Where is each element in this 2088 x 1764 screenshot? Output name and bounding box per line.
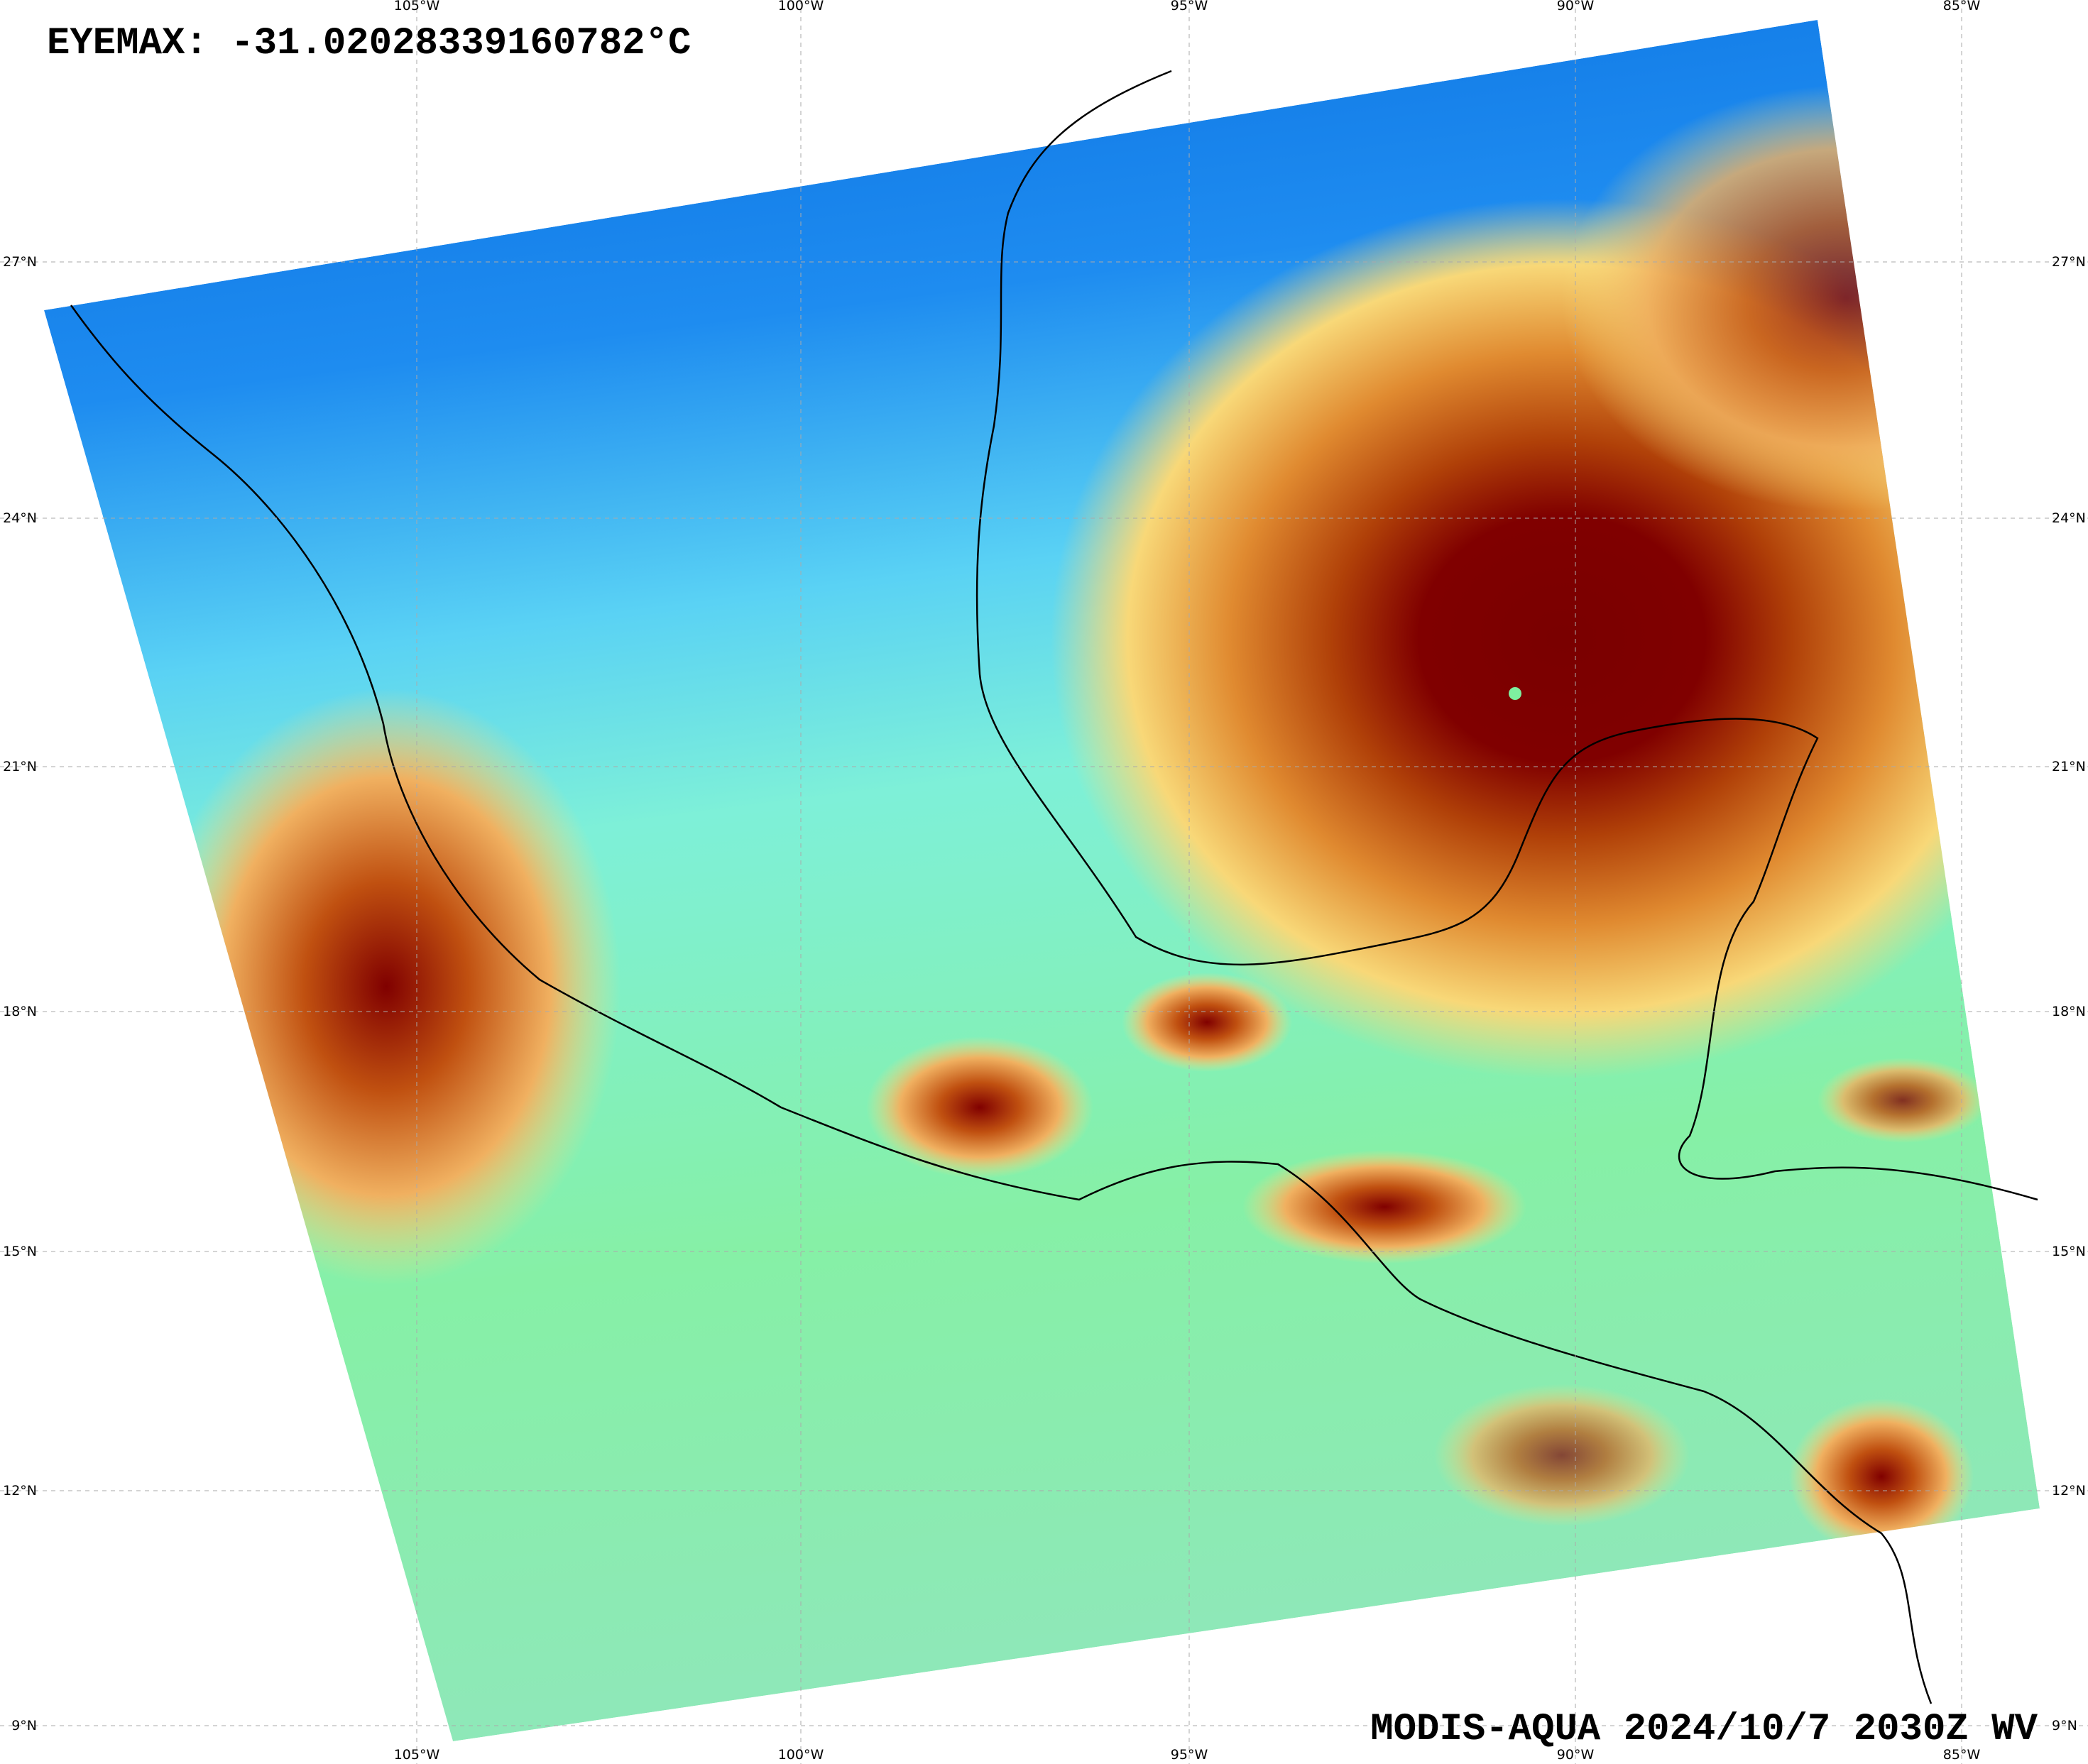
- lat-label: 18°N: [2052, 1004, 2086, 1019]
- lat-label: 18°N: [3, 1004, 37, 1019]
- lat-label: 24°N: [3, 510, 37, 526]
- lon-label: 90°W: [1557, 1747, 1595, 1763]
- lat-label: 21°N: [3, 759, 37, 774]
- eyemax-label: EYEMAX: -31.02028339160782°C: [47, 22, 691, 65]
- lat-label: 27°N: [2052, 254, 2086, 270]
- lon-label: 85°W: [1943, 1747, 1981, 1763]
- lon-label: 100°W: [778, 0, 824, 13]
- caption: MODIS-AQUA 2024/10/7 2030Z WV: [1370, 1708, 2038, 1751]
- lat-label: 12°N: [2052, 1483, 2086, 1499]
- lat-label: 12°N: [3, 1483, 37, 1499]
- swath: [44, 20, 2040, 1741]
- lon-label: 95°W: [1171, 1747, 1208, 1763]
- lat-label: 9°N: [2052, 1718, 2077, 1733]
- lat-label: 15°N: [2052, 1244, 2086, 1259]
- lon-label: 105°W: [394, 1747, 440, 1763]
- lat-label: 24°N: [2052, 510, 2086, 526]
- lon-label: 85°W: [1943, 0, 1981, 13]
- coastline: [70, 70, 2038, 1704]
- lat-label: 27°N: [3, 254, 37, 270]
- lon-label: 100°W: [778, 1747, 824, 1763]
- lon-label: 90°W: [1557, 0, 1595, 13]
- lat-label: 15°N: [3, 1244, 37, 1259]
- lat-label: 9°N: [11, 1718, 37, 1733]
- lon-label: 95°W: [1171, 0, 1208, 13]
- lat-label: 21°N: [2052, 759, 2086, 774]
- lon-label: 105°W: [394, 0, 440, 13]
